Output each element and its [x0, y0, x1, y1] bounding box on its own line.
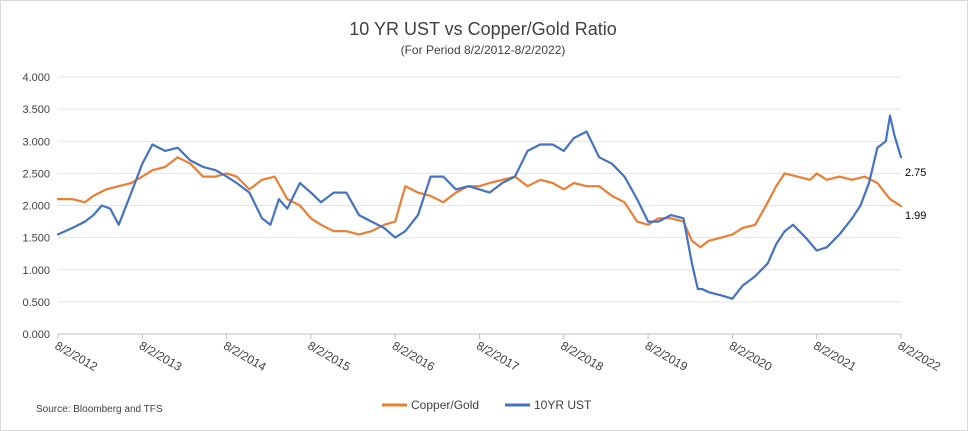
source-note: Source: Bloomberg and TFS — [36, 404, 163, 415]
y-tick-label: 3.500 — [22, 104, 50, 116]
x-axis-ticks: 8/2/2012 8/2/2013 8/2/2014 8/2/2015 8/2/2016… — [53, 334, 944, 374]
x-tick-label: 8/2/2014 — [221, 338, 269, 374]
y-axis-ticks: 0.000 0.500 1.000 1.500 2.000 2.500 3.000 3.500… — [22, 72, 50, 341]
x-tick-label: 8/2/2016 — [390, 338, 438, 374]
series-lines — [56, 114, 903, 300]
gridlines — [58, 76, 901, 335]
x-tick-label: 8/2/2017 — [474, 338, 522, 374]
x-tick-label: 8/2/2021 — [811, 338, 859, 374]
y-tick-label: 1.500 — [22, 233, 50, 245]
ust-end-label: 2.75 — [905, 167, 926, 179]
y-tick-label: 2.000 — [22, 201, 50, 213]
copper-gold-end-label: 1.99 — [905, 210, 926, 222]
x-tick-label: 8/2/2020 — [727, 338, 775, 374]
x-tick-label: 8/2/2018 — [558, 338, 606, 374]
x-tick-label: 8/2/2022 — [896, 338, 944, 374]
y-tick-label: 1.000 — [22, 265, 50, 277]
y-tick-label: 0.500 — [22, 297, 50, 309]
y-tick-label: 2.500 — [22, 168, 50, 180]
y-tick-label: 0.000 — [22, 329, 50, 341]
y-tick-label: 4.000 — [22, 72, 50, 84]
x-tick-label: 8/2/2012 — [53, 338, 101, 374]
y-tick-label: 3.000 — [22, 136, 50, 148]
chart-title: 10 YR UST vs Copper/Gold Ratio — [349, 19, 616, 39]
legend-label-ust: 10YR UST — [534, 398, 592, 412]
chart-subtitle: (For Period 8/2/2012-8/2/2022) — [401, 43, 566, 57]
x-tick-label: 8/2/2013 — [137, 338, 185, 374]
x-tick-label: 8/2/2015 — [305, 338, 353, 374]
copper-gold-line — [56, 156, 903, 249]
legend-label-copper-gold: Copper/Gold — [411, 398, 479, 412]
x-tick-label: 8/2/2019 — [643, 338, 691, 374]
ust-line — [56, 114, 903, 300]
legend: Copper/Gold 10YR UST — [382, 398, 592, 412]
